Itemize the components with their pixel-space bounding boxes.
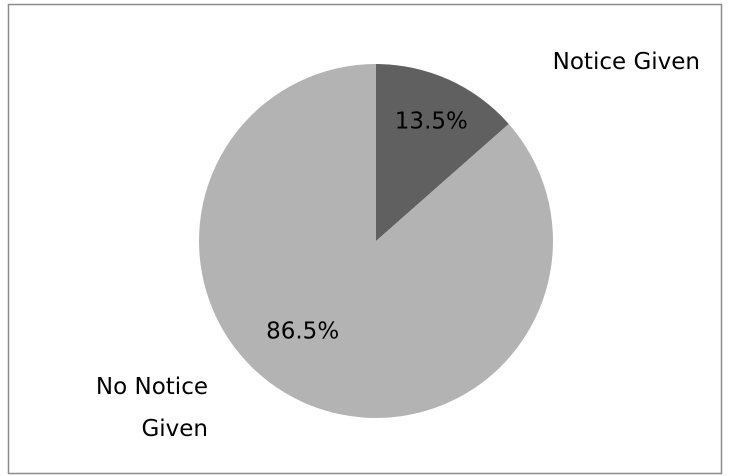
pie-slice (199, 64, 553, 418)
pie-slice (376, 64, 509, 241)
category-label: Notice Given (552, 49, 700, 75)
value-label: 86.5% (266, 318, 339, 344)
value-label: 13.5% (395, 109, 468, 135)
category-label: No Notice Given (95, 374, 208, 442)
